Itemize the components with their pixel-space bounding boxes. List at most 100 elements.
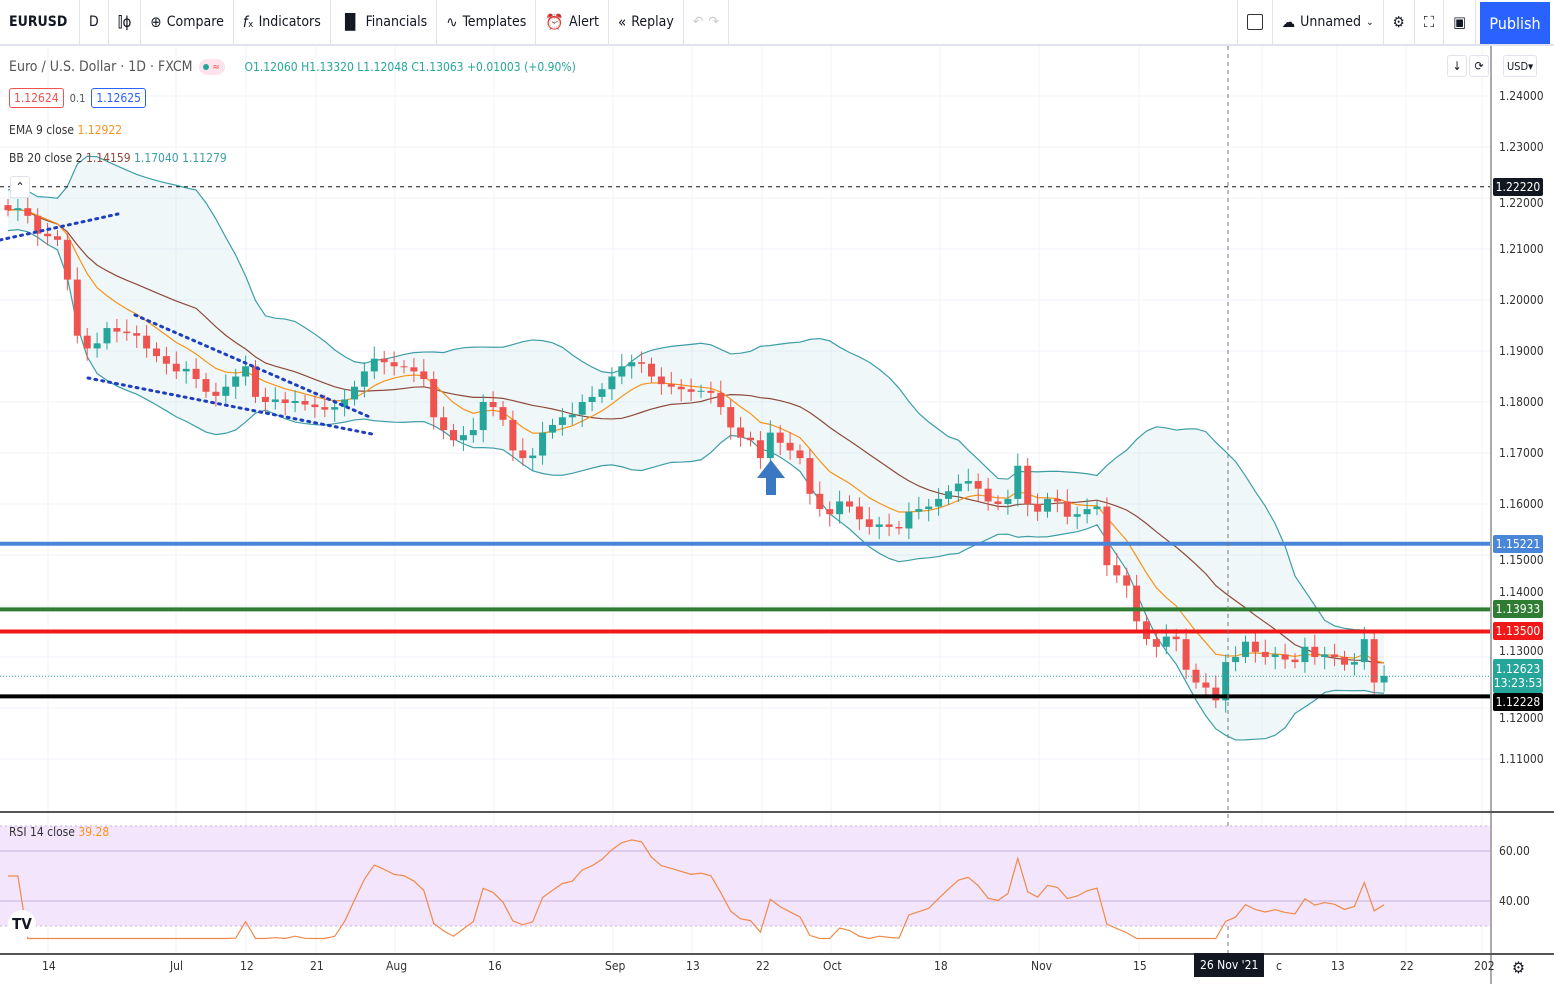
financials-button[interactable]: ▐▌ Financials [331, 0, 438, 45]
close-value: C1.13063 [411, 60, 464, 74]
bb-legend[interactable]: BB 20 close 2 1.14159 1.17040 1.11279 [9, 151, 227, 165]
ema-label: EMA 9 close [9, 123, 75, 137]
indicators-button[interactable]: fₓ Indicators [234, 0, 331, 45]
candle-body [1192, 669, 1200, 683]
price-tick: 1.18000 [1499, 395, 1544, 409]
alert-label: Alert [569, 14, 599, 30]
candle-body [390, 362, 398, 367]
market-status-badge[interactable]: ≈ [198, 59, 225, 75]
candle-body [1123, 575, 1131, 586]
replay-button[interactable]: «Replay [609, 0, 684, 45]
chart-type-button[interactable]: ⫿ɸ [109, 0, 142, 45]
select-layout-button[interactable] [1236, 0, 1273, 45]
candle-body [657, 376, 665, 385]
candle-body [1321, 654, 1329, 657]
candle-body [1271, 654, 1279, 657]
candle-body [1202, 682, 1210, 688]
candle-body [73, 279, 81, 336]
layout-name: Unnamed [1300, 14, 1362, 30]
reset-scale-button[interactable]: ⟳ [1469, 55, 1489, 77]
candle-body [796, 450, 804, 459]
price-tick: 1.21000 [1499, 242, 1544, 256]
candle-body [410, 367, 418, 372]
top-toolbar: EURUSD D ⫿ɸ ⊕ Compare fₓ Indicators ▐▌ Fina… [0, 0, 1554, 46]
rsi-legend[interactable]: RSI 14 close 39.28 [9, 825, 109, 839]
camera-icon: ▣ [1453, 13, 1466, 31]
time-tick: Oct [823, 959, 842, 973]
candles-icon: ⫿ɸ [117, 13, 132, 31]
candle-body [806, 458, 814, 494]
plus-circle-icon: ⊕ [150, 13, 162, 31]
candle-body [351, 386, 358, 400]
candle-body [1093, 506, 1101, 510]
chart-canvas[interactable] [0, 46, 1554, 984]
candle-body [301, 400, 309, 405]
compare-button[interactable]: ⊕ Compare [141, 0, 234, 45]
snapshot-button[interactable]: ▣ [1444, 0, 1476, 45]
candle-body [578, 402, 586, 415]
candle-body [618, 366, 626, 377]
candle-body [420, 371, 428, 380]
candle-body [628, 362, 636, 367]
time-tick: 202 [1474, 959, 1495, 973]
candle-body [776, 432, 784, 443]
trendline-drawing [0, 212, 120, 242]
settings-button[interactable]: ⚙ [1384, 0, 1415, 45]
candle-body [400, 366, 408, 368]
candle-body [281, 399, 289, 404]
gear-icon[interactable]: ⚙ [1512, 958, 1525, 977]
publish-button[interactable]: Publish [1480, 2, 1550, 44]
time-tick: 16 [488, 959, 502, 973]
scroll-down-button[interactable]: ↓ [1447, 55, 1467, 77]
layout-name-button[interactable]: ☁ Unnamed ⌄ [1273, 0, 1384, 45]
time-tick: 12 [240, 959, 254, 973]
candle-body [242, 366, 250, 377]
symbol-search-button[interactable]: EURUSD [0, 0, 80, 45]
rsi-label: RSI 14 close [9, 825, 75, 839]
ema-legend[interactable]: EMA 9 close 1.12922 [9, 123, 122, 137]
candle-body [430, 379, 438, 418]
candle-body [172, 363, 180, 372]
interval-button[interactable]: D [80, 0, 109, 45]
currency-select[interactable]: USD ▾ [1503, 55, 1537, 77]
candle-body [44, 233, 52, 237]
fullscreen-button[interactable]: ⛶ [1415, 0, 1445, 45]
trendline-drawing [86, 376, 374, 436]
redo-icon[interactable]: ↷ [708, 14, 719, 30]
undo-icon[interactable]: ↶ [692, 14, 704, 30]
replay-label: Replay [631, 14, 674, 30]
candle-body [836, 501, 844, 515]
candle-body [162, 356, 170, 364]
candle-body [4, 205, 12, 211]
candle-body [945, 491, 952, 499]
candle-body [93, 343, 101, 349]
candle-body [1034, 504, 1042, 512]
candle-body [1044, 498, 1051, 512]
candle-body [865, 519, 873, 527]
sell-price-button[interactable]: 1.12624 [9, 88, 64, 108]
tradingview-logo[interactable]: TV [8, 910, 36, 938]
candle-body [737, 427, 745, 438]
templates-button[interactable]: ∿ Templates [437, 0, 537, 45]
candle-body [311, 404, 319, 408]
candle-body [1113, 565, 1121, 576]
price-tick: 1.20000 [1499, 293, 1544, 307]
alert-button[interactable]: ⏰ Alert [536, 0, 609, 45]
candle-body [440, 417, 448, 431]
time-tick: Nov [1031, 959, 1053, 973]
collapse-legend-button[interactable]: ⌃ [10, 176, 30, 198]
candle-body [549, 424, 556, 433]
buy-price-button[interactable]: 1.12625 [91, 88, 147, 108]
candle-body [499, 407, 507, 420]
candle-body [291, 400, 299, 404]
candle-body [1133, 585, 1141, 622]
indicators-label: Indicators [258, 14, 321, 30]
candle-body [24, 208, 32, 216]
rsi-tick: 60.00 [1499, 844, 1530, 858]
time-tick: 15 [1133, 959, 1147, 973]
price-tick: 1.11000 [1499, 752, 1544, 766]
candle-body [1162, 636, 1170, 647]
gear-icon: ⚙ [1392, 13, 1405, 31]
candle-body [63, 239, 71, 280]
chevron-down-icon: ⌄ [1366, 16, 1374, 28]
